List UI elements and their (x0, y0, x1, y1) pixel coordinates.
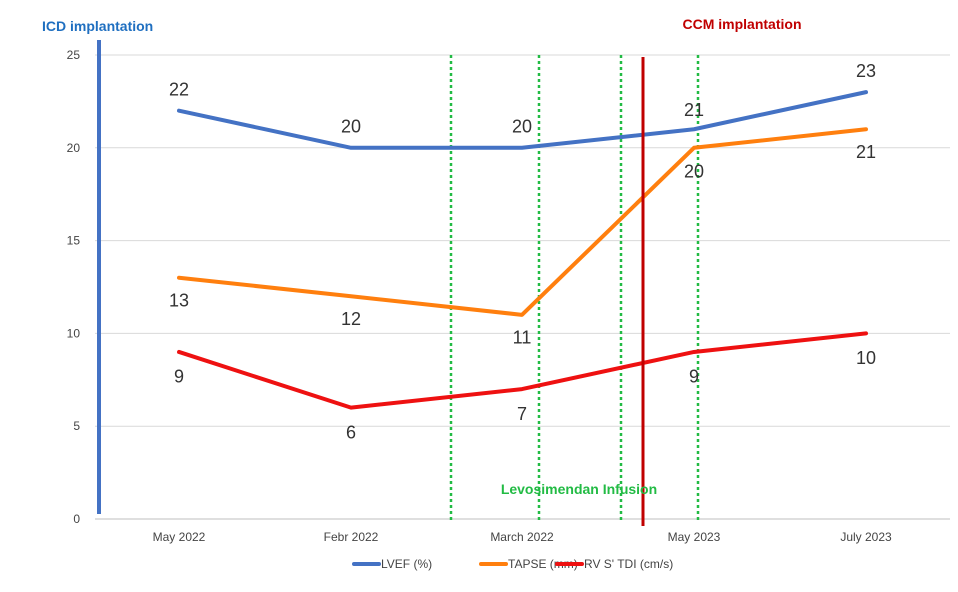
y-tick-label: 25 (67, 48, 81, 62)
data-label: 9 (174, 367, 184, 387)
y-tick-label: 0 (73, 512, 80, 526)
x-tick-label: March 2022 (490, 530, 554, 544)
data-label: 10 (856, 348, 876, 368)
data-label: 9 (689, 367, 699, 387)
legend-label: TAPSE (mm) (508, 557, 578, 571)
data-label: 11 (513, 328, 532, 348)
series-line-1 (177, 90, 868, 150)
x-tick-label: Febr 2022 (324, 530, 379, 544)
data-label: 21 (684, 100, 704, 120)
ccm-annotation: CCM implantation (683, 16, 802, 32)
data-label: 7 (517, 404, 527, 424)
y-tick-label: 10 (67, 326, 81, 340)
icd-annotation: ICD implantation (42, 18, 153, 34)
legend-label: RV S' TDI (cm/s) (584, 557, 673, 571)
levosimendan-annotation: Levosimendan Infusion (501, 481, 657, 497)
data-label: 20 (341, 117, 361, 137)
legend-label: LVEF (%) (381, 557, 432, 571)
data-label: 20 (684, 162, 704, 182)
x-tick-label: May 2023 (668, 530, 721, 544)
data-label: 13 (169, 290, 189, 310)
data-label: 21 (856, 142, 876, 162)
x-tick-label: July 2023 (840, 530, 892, 544)
y-tick-label: 15 (67, 234, 81, 248)
data-label: 22 (169, 79, 189, 99)
x-tick-label: May 2022 (153, 530, 206, 544)
series-line-2 (177, 127, 868, 317)
y-tick-label: 20 (67, 141, 81, 155)
data-label: 23 (856, 61, 876, 81)
y-tick-label: 5 (73, 419, 80, 433)
series-line-3 (177, 331, 868, 410)
data-label: 12 (341, 309, 361, 329)
data-label: 6 (346, 422, 356, 442)
data-label: 20 (512, 117, 532, 137)
